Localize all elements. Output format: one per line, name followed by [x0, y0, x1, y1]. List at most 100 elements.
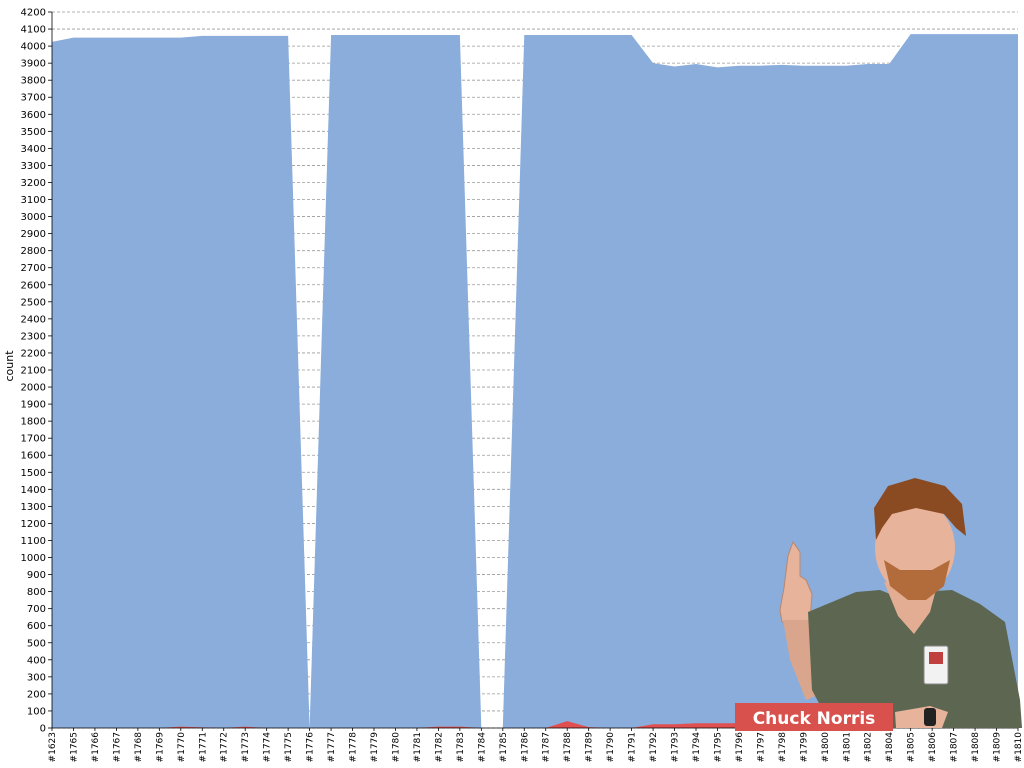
x-tick-label: #1776	[306, 732, 316, 763]
y-tick-label: 3800	[21, 76, 46, 87]
x-tick-label: #1765	[69, 732, 79, 762]
x-tick-label: #1774	[263, 732, 273, 763]
x-tick-label: #1800	[821, 732, 831, 763]
id-badge-photo	[929, 652, 943, 664]
x-tick-label: #1795	[713, 732, 723, 762]
series-area-0	[52, 34, 1018, 729]
y-tick-label: 1800	[21, 417, 46, 428]
x-tick-label: #1802	[864, 732, 874, 762]
y-tick-label: 100	[27, 706, 46, 717]
y-tick-label: 3900	[21, 59, 46, 70]
y-tick-label: 3000	[21, 212, 46, 223]
y-tick-label: 1400	[21, 485, 46, 496]
y-tick-label: 400	[27, 655, 46, 666]
x-tick-label: #1804	[885, 732, 895, 763]
x-tick-label: #1801	[842, 732, 852, 762]
x-tick-label: #1767	[112, 732, 122, 762]
x-tick-label: #1766	[91, 732, 101, 763]
hair	[874, 478, 966, 540]
x-tick-label: #1799	[799, 732, 809, 763]
x-tick-label: #1788	[563, 732, 573, 763]
x-tick-label: #1796	[735, 732, 745, 763]
y-tick-label: 4000	[21, 42, 46, 53]
x-tick-label: #1792	[649, 732, 659, 762]
x-tick-label: #1771	[198, 732, 208, 762]
x-tick-label: #1777	[327, 732, 337, 762]
x-tick-label: #1784	[477, 732, 487, 763]
y-tick-label: 2100	[21, 366, 46, 377]
x-axis: #1623 #1765 #1766 #1767 #1768 #1769 #1770 #1771…	[48, 727, 1024, 763]
y-tick-label: 3500	[21, 127, 46, 138]
y-tick-label: 2300	[21, 331, 46, 342]
y-tick-label: 3300	[21, 161, 46, 172]
shirt	[808, 590, 1022, 728]
y-tick-label: 4100	[21, 25, 46, 36]
x-tick-label: #1773	[241, 732, 251, 762]
y-axis: 0 100 200 300 400 500 600 700 800 900 1000 1100 1200…	[21, 8, 53, 735]
x-tick-label: #1780	[391, 732, 401, 763]
x-tick-label: #1778	[349, 732, 359, 763]
x-tick-label: #1798	[778, 732, 788, 763]
x-tick-label: #1787	[542, 732, 552, 762]
x-tick-label: #1797	[756, 732, 766, 762]
y-tick-label: 2600	[21, 280, 46, 291]
x-tick-label: #1781	[413, 732, 423, 762]
y-tick-label: 3600	[21, 110, 46, 121]
y-tick-label: 2400	[21, 314, 46, 325]
y-tick-label: 1600	[21, 451, 46, 462]
y-tick-label: 2500	[21, 297, 46, 308]
id-badge	[923, 645, 949, 685]
y-tick-label: 500	[27, 638, 46, 649]
y-tick-label: 1500	[21, 468, 46, 479]
y-tick-label: 1300	[21, 502, 46, 513]
x-tick-label: #1782	[434, 732, 444, 762]
y-tick-label: 2700	[21, 263, 46, 274]
y-tick-label: 3200	[21, 178, 46, 189]
y-tick-label: 600	[27, 621, 46, 632]
y-tick-label: 3400	[21, 144, 46, 155]
y-tick-label: 800	[27, 587, 46, 598]
x-tick-label: #1783	[456, 732, 466, 762]
x-tick-label: #1810	[1014, 732, 1024, 763]
y-tick-label: 1100	[21, 536, 46, 547]
y-tick-label: 0	[40, 724, 46, 735]
x-tick-label: #1791	[628, 732, 638, 762]
thumbs-up-hand-icon	[779, 540, 813, 626]
x-tick-label: #1769	[155, 732, 165, 763]
y-tick-label: 900	[27, 570, 46, 581]
y-tick-label: 200	[27, 689, 46, 700]
x-tick-label: #1786	[520, 732, 530, 763]
y-tick-label: 3100	[21, 195, 46, 206]
caption-background	[735, 703, 893, 731]
y-tick-label: 1200	[21, 519, 46, 530]
watch-icon	[924, 708, 936, 726]
x-tick-label: #1785	[499, 732, 509, 762]
beard	[884, 560, 950, 600]
caption-banner: Chuck Norris	[735, 703, 893, 731]
x-tick-label: #1772	[220, 732, 230, 762]
chuck-norris-photo	[779, 478, 1022, 728]
x-tick-label: #1794	[692, 732, 702, 763]
y-tick-label: 700	[27, 604, 46, 615]
x-tick-label: #1806	[928, 732, 938, 763]
y-tick-label: 2800	[21, 246, 46, 257]
x-tick-label: #1768	[134, 732, 144, 763]
x-tick-label: #1808	[971, 732, 981, 763]
y-tick-label: 1700	[21, 434, 46, 445]
y-tick-label: 2000	[21, 383, 46, 394]
y-tick-label: 4200	[21, 8, 46, 19]
y-tick-label: 3700	[21, 93, 46, 104]
x-tick-label: #1779	[370, 732, 380, 763]
x-tick-label: #1623	[48, 732, 58, 762]
x-tick-label: #1770	[177, 732, 187, 763]
y-axis-label: count	[3, 350, 16, 382]
x-tick-label: #1793	[671, 732, 681, 762]
x-tick-label: #1805	[907, 732, 917, 762]
y-tick-label: 2200	[21, 348, 46, 359]
y-tick-label: 1000	[21, 553, 46, 564]
y-tick-label: 300	[27, 672, 46, 683]
x-tick-label: #1809	[993, 732, 1003, 763]
x-tick-label: #1789	[585, 732, 595, 763]
caption-text: Chuck Norris	[753, 709, 876, 729]
